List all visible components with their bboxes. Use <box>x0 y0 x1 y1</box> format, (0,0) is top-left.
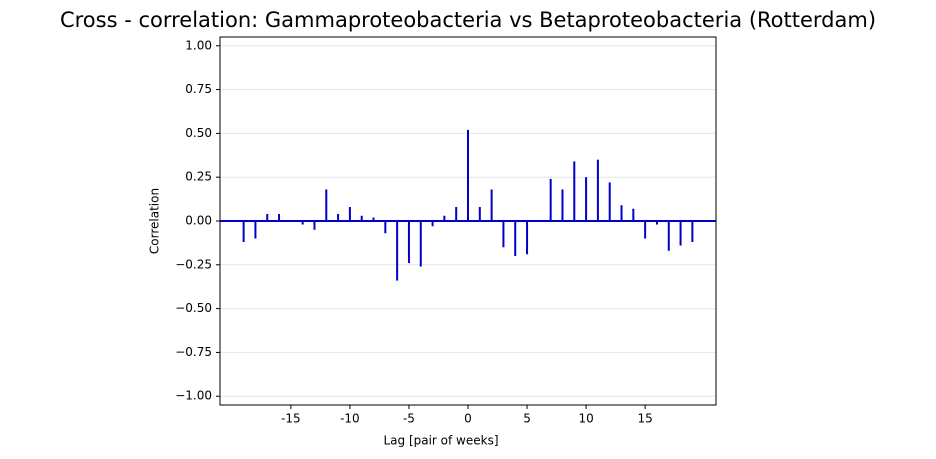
y-tick-label: −0.25 <box>175 257 212 271</box>
plot-frame <box>219 36 717 406</box>
y-tick-label: 0.25 <box>185 170 212 184</box>
chart-title: Cross - correlation: Gammaproteobacteria… <box>60 8 876 32</box>
x-tick-label: -5 <box>403 412 415 426</box>
x-tick-label: 15 <box>638 412 653 426</box>
x-axis-label: Lag [pair of weeks] <box>383 434 498 448</box>
x-tick-label: 0 <box>464 412 472 426</box>
y-axis-label: Correlation <box>148 188 162 254</box>
y-tick-label: −0.50 <box>175 301 212 315</box>
x-tick-label: -10 <box>340 412 360 426</box>
y-tick-label: 1.00 <box>185 38 212 52</box>
x-tick-label: 5 <box>523 412 531 426</box>
x-tick-label: 10 <box>578 412 593 426</box>
y-tick-label: 0.00 <box>185 214 212 228</box>
y-tick-label: −0.75 <box>175 345 212 359</box>
x-tick-label: -15 <box>281 412 301 426</box>
y-tick-label: 0.75 <box>185 82 212 96</box>
y-tick-label: −1.00 <box>175 389 212 403</box>
y-tick-label: 0.50 <box>185 126 212 140</box>
